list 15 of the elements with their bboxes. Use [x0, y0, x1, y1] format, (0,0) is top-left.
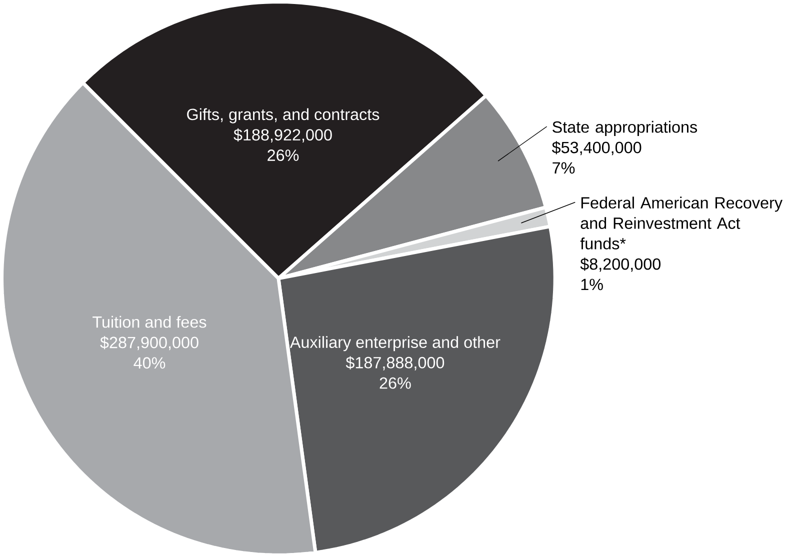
- slice-label: State appropriations: [552, 120, 698, 136]
- text: 40%: [134, 357, 166, 369]
- data-label: $187,888,000: [346, 356, 444, 370]
- text: 26%: [268, 150, 299, 162]
- slice-label: Gifts, grants, and contracts: [187, 108, 380, 124]
- data-label: $287,900,000: [100, 336, 198, 350]
- text: 7%: [552, 162, 575, 174]
- slice-label: Auxiliary enterprise and other: [290, 336, 500, 352]
- data-label: $188,922,000: [234, 128, 332, 143]
- data-label: $8,200,000: [580, 258, 661, 272]
- slice-label: Tuition and fees: [92, 316, 206, 328]
- text: 26%: [380, 377, 411, 389]
- data-label: $53,400,000: [552, 141, 642, 156]
- slice-label: Federal American Recovery and Reinvestment Act funds*: [580, 196, 783, 250]
- text: 1%: [581, 278, 603, 290]
